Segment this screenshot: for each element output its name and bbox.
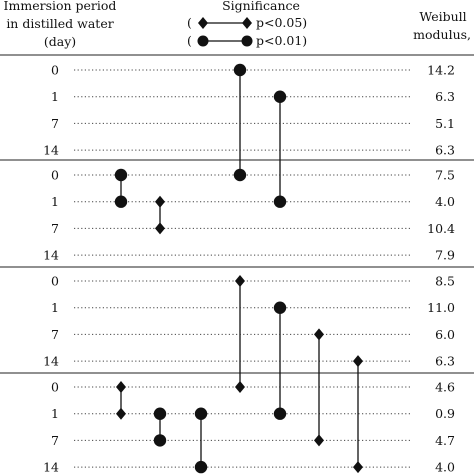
immersion-day-label: 0: [51, 274, 59, 289]
weibull-modulus-value: 4.7: [435, 433, 455, 448]
significance-diamond-marker: [235, 275, 245, 287]
significance-diamond-marker: [314, 434, 324, 447]
significance-circle-marker: [273, 301, 287, 314]
immersion-day-label: 1: [51, 300, 59, 315]
immersion-day-label: 7: [51, 433, 59, 448]
immersion-day-label: 14: [43, 143, 59, 158]
immersion-day-label: 0: [51, 63, 59, 78]
immersion-header-line-3: (day): [44, 34, 76, 49]
legend-diamond-marker-right: [242, 17, 252, 29]
rows-layer: 0 14.2 1 6.3 7 5.1 14 6.3 0 7.5 1 4.0 7 10.4 14 7.9 0 8.5…: [43, 63, 455, 474]
weibull-header-line-1: Weibull: [419, 9, 466, 24]
immersion-header-line-2: in distilled water: [6, 16, 113, 31]
immersion-day-label: 1: [51, 89, 59, 104]
significance-diamond-marker: [314, 328, 324, 341]
weibull-modulus-value: 4.0: [435, 194, 455, 209]
weibull-modulus-value: 10.4: [427, 221, 455, 236]
significance-circle-marker: [114, 195, 128, 208]
legend-diamond-open: (: [187, 15, 192, 30]
significance-circle-marker: [233, 168, 247, 182]
significance-diamond-marker: [116, 381, 126, 393]
comparisons-layer: [114, 63, 363, 474]
weibull-modulus-value: 6.3: [435, 89, 455, 104]
significance-title: Significance: [222, 0, 300, 13]
significance-circle-marker: [273, 90, 287, 103]
weibull-modulus-value: 4.0: [435, 460, 455, 474]
immersion-day-label: 0: [51, 168, 59, 183]
weibull-modulus-value: 7.5: [435, 168, 455, 183]
weibull-modulus-value: 14.2: [427, 63, 455, 78]
weibull-modulus-value: 7.9: [435, 248, 455, 263]
legend-circle-open: (: [187, 33, 192, 48]
legend-diamond-marker-left: [198, 17, 208, 29]
weibull-modulus-value: 11.0: [427, 300, 455, 315]
significance-circle-marker: [194, 460, 208, 474]
significance-diamond-marker: [353, 461, 363, 474]
immersion-day-label: 7: [51, 116, 59, 131]
significance-circle-marker: [273, 195, 287, 208]
weibull-modulus-value: 0.9: [435, 406, 455, 421]
immersion-header-line-1: Immersion period: [4, 0, 117, 13]
immersion-day-label: 0: [51, 380, 59, 395]
immersion-day-label: 14: [43, 354, 59, 369]
legend-diamond-text: p<0.05): [256, 15, 307, 30]
legend-circle-text: p<0.01): [256, 33, 307, 48]
weibull-modulus-value: 6.0: [435, 327, 455, 342]
significance-diamond-marker: [116, 407, 126, 420]
legend-circle-marker-right: [241, 35, 253, 47]
immersion-day-label: 14: [43, 248, 59, 263]
significance-circle-marker: [233, 63, 247, 77]
weibull-modulus-value: 6.3: [435, 354, 455, 369]
weibull-modulus-value: 5.1: [435, 116, 455, 131]
significance-circle-marker: [273, 407, 287, 420]
weibull-modulus-value: 4.6: [435, 380, 455, 395]
weibull-modulus-value: 6.3: [435, 143, 455, 158]
immersion-day-label: 1: [51, 406, 59, 421]
legend-circle-marker-left: [197, 35, 209, 47]
significance-diamond-marker: [235, 381, 245, 393]
immersion-day-label: 7: [51, 221, 59, 236]
significance-circle-marker: [194, 407, 208, 420]
significance-circle-marker: [153, 434, 167, 447]
immersion-day-label: 1: [51, 194, 59, 209]
significance-diamond-marker: [155, 222, 165, 235]
significance-circle-marker: [153, 407, 167, 420]
immersion-day-label: 14: [43, 460, 59, 474]
weibull-header-line-2: modulus, m: [413, 27, 474, 42]
significance-circle-marker: [114, 168, 128, 182]
significance-diamond-marker: [155, 195, 165, 208]
immersion-day-label: 7: [51, 327, 59, 342]
weibull-modulus-value: 8.5: [435, 274, 455, 289]
significance-diamond-marker: [353, 355, 363, 368]
